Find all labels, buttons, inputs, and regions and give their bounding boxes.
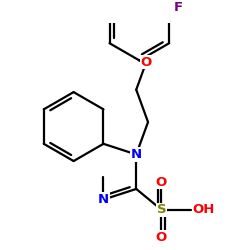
Text: N: N <box>98 193 109 206</box>
Text: S: S <box>157 203 166 216</box>
Text: OH: OH <box>192 203 215 216</box>
Text: O: O <box>141 56 152 69</box>
Text: O: O <box>156 176 167 189</box>
Text: O: O <box>156 231 167 244</box>
Text: N: N <box>131 148 142 161</box>
Text: F: F <box>174 0 183 14</box>
